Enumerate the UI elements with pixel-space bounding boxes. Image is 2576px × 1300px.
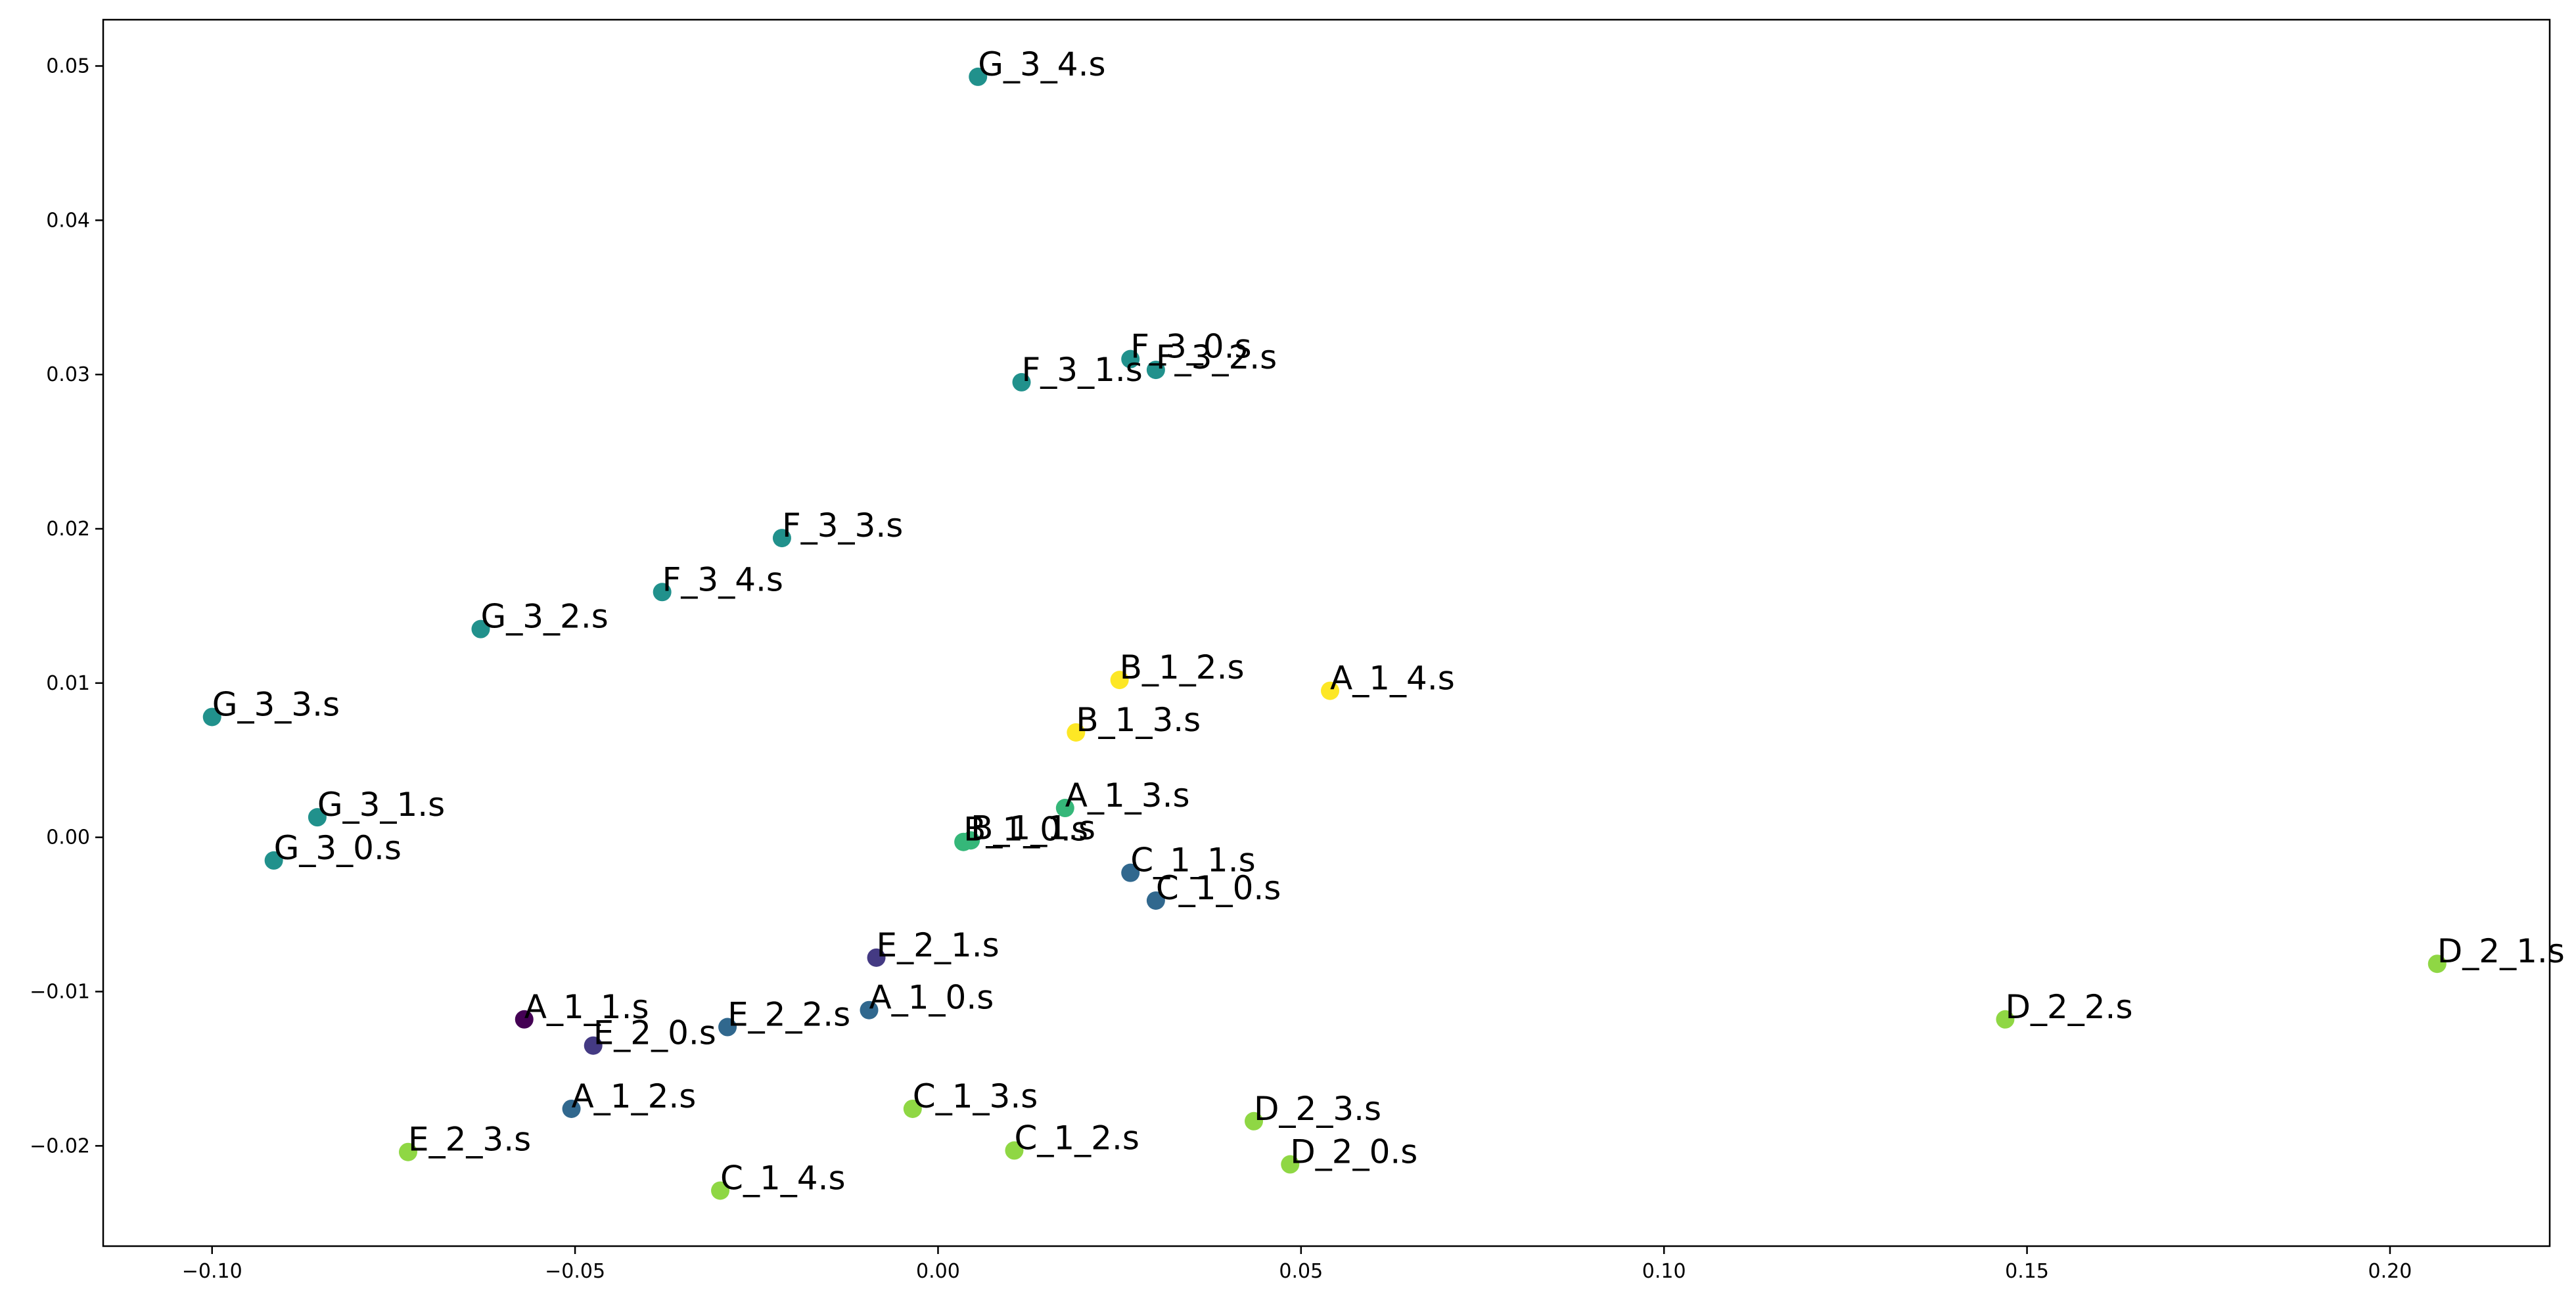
x-tick-label: 0.20 xyxy=(2368,1260,2412,1283)
point-label: G_3_2.s xyxy=(480,598,608,636)
scatter-point xyxy=(903,1099,922,1118)
point-label: E_2_3.s xyxy=(408,1121,531,1159)
point-label: A_1_0.s xyxy=(869,979,994,1017)
scatter-point xyxy=(1146,891,1165,910)
point-label: A_1_2.s xyxy=(572,1077,697,1115)
scatter-point xyxy=(772,529,791,548)
scatter-point xyxy=(1067,723,1086,742)
scatter-point xyxy=(584,1036,603,1055)
scatter-point xyxy=(1245,1111,1264,1131)
point-label: G_3_0.s xyxy=(274,829,402,867)
point-label: B_1_0.s xyxy=(963,811,1088,849)
scatter-point xyxy=(515,1010,534,1029)
scatter-point xyxy=(1121,863,1140,882)
y-tick-label: −0.02 xyxy=(30,1134,90,1157)
scatter-point xyxy=(1005,1141,1024,1160)
scatter-point xyxy=(1146,361,1165,380)
point-label: F_3_3.s xyxy=(782,506,903,545)
y-tick-label: 0.04 xyxy=(46,209,90,232)
point-label: E_2_2.s xyxy=(727,996,850,1034)
scatter-point xyxy=(264,851,283,870)
scatter-point xyxy=(471,619,490,639)
scatter-point xyxy=(202,707,221,727)
point-label: E_2_0.s xyxy=(593,1014,716,1052)
scatter-point xyxy=(860,1000,879,1020)
point-label: C_1_4.s xyxy=(720,1159,845,1197)
scatter-point xyxy=(1321,681,1340,700)
x-tick-label: 0.10 xyxy=(1642,1260,1686,1283)
point-label: D_2_1.s xyxy=(2437,932,2565,970)
point-label: F_3_2.s xyxy=(1156,338,1277,376)
point-label: B_1_3.s xyxy=(1076,701,1201,739)
point-label: D_2_2.s xyxy=(2005,988,2132,1026)
x-tick-label: 0.05 xyxy=(1279,1260,1323,1283)
point-label: C_1_2.s xyxy=(1014,1119,1139,1157)
scatter-point xyxy=(718,1018,737,1037)
scatter-point xyxy=(1996,1010,2015,1029)
scatter-point xyxy=(1121,349,1140,369)
point-label: B_1_2.s xyxy=(1120,648,1245,686)
point-label: E_2_1.s xyxy=(877,926,1000,964)
point-label: F_3_1.s xyxy=(1022,351,1143,389)
data-points xyxy=(202,67,2447,1200)
point-label: A_1_3.s xyxy=(1065,776,1190,815)
point-label: C_1_3.s xyxy=(913,1077,1038,1115)
scatter-point xyxy=(711,1181,730,1200)
point-label: F_3_4.s xyxy=(662,560,783,598)
y-tick-label: 0.05 xyxy=(46,55,90,78)
point-label: A_1_4.s xyxy=(1330,660,1455,698)
y-tick-label: 0.01 xyxy=(46,672,90,695)
axis-ticks: −0.10 −0.05 0.00 0.05 0.10 0.15 0.20 −0.02 −0.01… xyxy=(30,55,2412,1283)
point-label: C_1_0.s xyxy=(1156,869,1281,907)
scatter-point xyxy=(562,1099,581,1118)
x-tick-label: −0.10 xyxy=(182,1260,242,1283)
point-label: D_2_3.s xyxy=(1254,1090,1381,1128)
point-label: C_1_1.s xyxy=(1130,841,1255,880)
scatter-point xyxy=(308,808,327,827)
y-tick-label: −0.01 xyxy=(30,981,90,1004)
point-label: B_1_1.s xyxy=(971,809,1095,847)
x-tick-label: 0.15 xyxy=(2005,1260,2049,1283)
scatter-point xyxy=(653,583,672,602)
y-tick-label: 0.00 xyxy=(46,826,90,849)
point-labels: G_3_4.s F_3_0.sF_3_2.s F_3_1.s F_3_3.s F_3_4… xyxy=(212,45,2565,1198)
scatter-point xyxy=(1110,671,1129,690)
scatter-point xyxy=(2427,954,2447,974)
scatter-point xyxy=(398,1142,417,1161)
scatter-point xyxy=(1012,372,1031,392)
y-tick-label: 0.03 xyxy=(46,363,90,386)
y-tick-label: 0.02 xyxy=(46,518,90,541)
plot-frame xyxy=(102,18,2551,1247)
x-tick-label: −0.05 xyxy=(545,1260,605,1283)
scatter-point xyxy=(867,948,886,967)
scatter-point xyxy=(969,67,988,86)
scatter-point xyxy=(1055,799,1074,818)
point-label: G_3_3.s xyxy=(212,685,340,723)
scatter-point xyxy=(1281,1155,1300,1174)
point-label: D_2_0.s xyxy=(1290,1133,1417,1171)
point-label: A_1_1.s xyxy=(524,988,649,1026)
x-tick-label: 0.00 xyxy=(916,1260,960,1283)
scatter-point xyxy=(961,831,980,850)
point-label: G_3_4.s xyxy=(978,45,1105,83)
point-label: F_3_0.s xyxy=(1130,328,1251,366)
point-label: G_3_1.s xyxy=(317,786,445,824)
